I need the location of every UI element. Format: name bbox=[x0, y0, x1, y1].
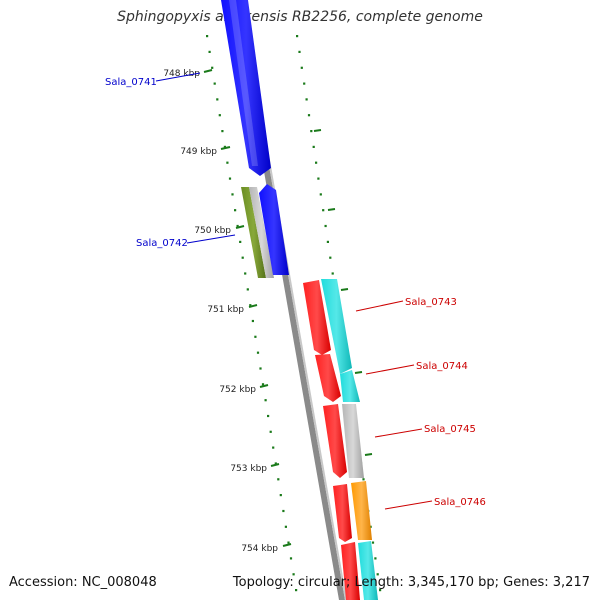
gene-sala-0742-feature[interactable] bbox=[241, 187, 274, 278]
gene-sala-0744-feature[interactable] bbox=[315, 354, 360, 402]
kbp-label: 753 kbp bbox=[230, 464, 267, 474]
accession-text: Accession: NC_008048 bbox=[9, 575, 157, 590]
scale-dot bbox=[274, 462, 277, 465]
scale-dot bbox=[331, 272, 334, 275]
scale-dot bbox=[282, 509, 285, 513]
kbp-label: 754 kbp bbox=[241, 544, 278, 554]
kbp-ticks: 748 kbp 749 kbp 750 kbp 751 kbp 752 kbp … bbox=[163, 69, 292, 554]
right-ticks bbox=[313, 129, 373, 456]
scale-dot bbox=[289, 557, 293, 560]
gene-label-text[interactable]: Sala_0741 bbox=[105, 77, 157, 88]
scale-dot bbox=[307, 114, 311, 117]
gene-sala-0743-feature[interactable] bbox=[303, 279, 352, 374]
kbp-label: 748 kbp bbox=[163, 69, 200, 79]
scale-dot bbox=[374, 557, 377, 560]
scale-dot bbox=[269, 430, 272, 433]
gene-blue-arrow-feature[interactable] bbox=[259, 184, 289, 275]
kbp-tick bbox=[220, 146, 231, 150]
scale-dot bbox=[264, 399, 267, 402]
scale-dot bbox=[206, 35, 209, 38]
gene-label-text[interactable]: Sala_0743 bbox=[405, 297, 457, 308]
scale-dot bbox=[259, 367, 262, 370]
scale-dots-left bbox=[206, 35, 298, 592]
gene-bottom-feature[interactable] bbox=[341, 541, 378, 600]
scale-dot bbox=[326, 240, 329, 243]
kbp-tick bbox=[259, 384, 269, 388]
scale-dot bbox=[376, 573, 379, 576]
scale-dot bbox=[272, 446, 275, 449]
scale-dot bbox=[236, 224, 239, 228]
scale-dot bbox=[267, 414, 270, 418]
scale-dot bbox=[362, 478, 365, 481]
genome-summary-text: Topology: circular; Length: 3,345,170 bp… bbox=[232, 575, 590, 590]
scale-dot bbox=[211, 66, 214, 69]
scale-dot bbox=[296, 35, 299, 38]
kbp-tick bbox=[248, 304, 258, 308]
scale-dot bbox=[324, 224, 327, 228]
scale-dot bbox=[234, 209, 237, 212]
scale-dot bbox=[310, 130, 313, 133]
scale-dot bbox=[208, 50, 211, 53]
scale-dot bbox=[244, 272, 247, 275]
scale-dot bbox=[231, 193, 234, 196]
scale-dot bbox=[249, 304, 252, 307]
scale-dot bbox=[317, 177, 320, 180]
scale-dot bbox=[279, 494, 282, 497]
scale-dot bbox=[315, 161, 318, 164]
kbp-label: 752 kbp bbox=[219, 385, 256, 395]
kbp-tick bbox=[235, 225, 245, 229]
kbp-tick bbox=[203, 69, 213, 73]
scale-dot bbox=[371, 541, 375, 544]
gene-label-sala-0744[interactable]: Sala_0744 bbox=[365, 361, 468, 375]
gene-label-text[interactable]: Sala_0746 bbox=[434, 497, 486, 508]
gene-label-sala-0745[interactable]: Sala_0745 bbox=[374, 424, 476, 438]
scale-dot bbox=[261, 383, 265, 386]
scale-dot bbox=[322, 209, 325, 212]
gene-label-text[interactable]: Sala_0742 bbox=[136, 238, 188, 249]
scale-dot bbox=[305, 98, 308, 101]
scale-dot bbox=[292, 573, 295, 576]
scale-dot bbox=[254, 335, 257, 338]
scale-dot bbox=[256, 351, 260, 354]
gene-sala-0745-feature[interactable] bbox=[323, 404, 364, 478]
scale-dot bbox=[213, 82, 216, 85]
kbp-tick bbox=[282, 543, 292, 547]
kbp-tick bbox=[270, 463, 280, 467]
gene-label-sala-0741[interactable]: Sala_0741 bbox=[105, 72, 201, 88]
scale-dot bbox=[218, 114, 221, 117]
scale-dot bbox=[312, 145, 315, 148]
gene-label-text[interactable]: Sala_0744 bbox=[416, 361, 468, 372]
scale-dot bbox=[329, 256, 332, 259]
scale-dot bbox=[246, 288, 249, 291]
scale-dot bbox=[284, 525, 287, 528]
scale-dot bbox=[228, 177, 232, 180]
map-title: Sphingopyxis alaskensis RB2256, complete… bbox=[117, 9, 483, 25]
scale-dot bbox=[216, 98, 219, 101]
scale-dot bbox=[379, 589, 382, 592]
scale-dot bbox=[221, 130, 224, 133]
gene-label-text[interactable]: Sala_0745 bbox=[424, 424, 476, 435]
gene-label-sala-0743[interactable]: Sala_0743 bbox=[355, 297, 457, 312]
scale-dot bbox=[287, 541, 290, 544]
scale-dot bbox=[241, 256, 244, 259]
scale-dot bbox=[295, 589, 298, 592]
kbp-label: 750 kbp bbox=[194, 226, 231, 236]
scale-dot bbox=[298, 50, 301, 53]
kbp-label: 749 kbp bbox=[180, 147, 217, 157]
scale-dot bbox=[277, 478, 280, 481]
scale-dot bbox=[251, 319, 254, 323]
kbp-label: 751 kbp bbox=[207, 305, 244, 315]
gene-sala-0741-feature[interactable] bbox=[221, 0, 271, 176]
scale-dot bbox=[223, 145, 226, 148]
scale-dot bbox=[300, 66, 303, 69]
gene-label-sala-0742[interactable]: Sala_0742 bbox=[136, 234, 236, 249]
scale-dot bbox=[319, 193, 322, 196]
gene-label-sala-0746[interactable]: Sala_0746 bbox=[384, 497, 486, 510]
scale-dot bbox=[303, 82, 306, 85]
scale-dot bbox=[226, 161, 229, 164]
gene-sala-0746-feature[interactable] bbox=[333, 481, 372, 542]
scale-dot bbox=[239, 240, 242, 243]
